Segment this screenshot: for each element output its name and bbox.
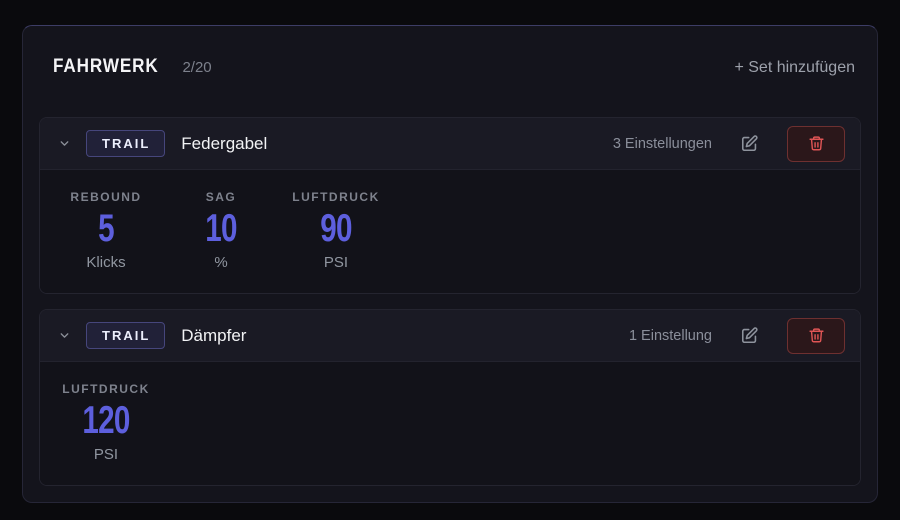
trash-icon <box>808 135 825 152</box>
stat-value: 5 <box>98 207 114 250</box>
chevron-down-icon[interactable] <box>57 137 71 151</box>
page-title: FAHRWERK <box>53 56 159 77</box>
stat-label: SAG <box>205 190 237 204</box>
pencil-square-icon <box>740 326 759 345</box>
delete-button[interactable] <box>787 125 845 162</box>
stat-unit: Klicks <box>86 254 126 271</box>
stat-unit: PSI <box>93 446 119 463</box>
setup-type-badge: TRAIL <box>86 322 166 349</box>
edit-button[interactable] <box>738 325 760 347</box>
card-header-daempfer[interactable]: TRAIL Dämpfer 1 Einstellung <box>40 310 860 362</box>
stat-luftdruck: LUFTDRUCK 90 PSI <box>288 190 384 271</box>
panel-header: FAHRWERK 2/20 + Set hinzufügen <box>39 56 861 82</box>
stat-label: LUFTDRUCK <box>292 190 380 204</box>
stat-value: 90 <box>320 207 352 250</box>
stat-label: LUFTDRUCK <box>62 382 150 396</box>
edit-button[interactable] <box>738 133 760 155</box>
chevron-down-icon[interactable] <box>57 329 71 343</box>
suspension-card-daempfer: TRAIL Dämpfer 1 Einstellung LUFTDRUC <box>39 309 861 486</box>
setup-type-badge: TRAIL <box>86 130 166 157</box>
settings-count-label: 3 Einstellungen <box>612 135 712 152</box>
stat-unit: % <box>214 254 228 271</box>
trash-icon <box>808 327 825 344</box>
settings-count-label: 1 Einstellung <box>628 327 712 344</box>
stat-unit: PSI <box>323 254 349 271</box>
set-count: 2/20 <box>182 59 212 76</box>
stat-sag: SAG 10 % <box>173 190 269 271</box>
stat-value: 10 <box>205 207 237 250</box>
card-header-federgabel[interactable]: TRAIL Federgabel 3 Einstellungen <box>40 118 860 170</box>
component-title: Dämpfer <box>181 325 247 345</box>
stat-value: 120 <box>82 399 130 442</box>
pencil-square-icon <box>740 134 759 153</box>
suspension-card-federgabel: TRAIL Federgabel 3 Einstellungen REB <box>39 117 861 294</box>
panel-title-group: FAHRWERK 2/20 <box>53 56 212 78</box>
component-title: Federgabel <box>181 133 268 153</box>
delete-button[interactable] <box>787 317 845 354</box>
card-body-daempfer: LUFTDRUCK 120 PSI <box>40 362 860 485</box>
stat-label: REBOUND <box>70 190 142 204</box>
stat-rebound: REBOUND 5 Klicks <box>58 190 154 271</box>
stat-luftdruck: LUFTDRUCK 120 PSI <box>58 382 154 463</box>
card-body-federgabel: REBOUND 5 Klicks SAG 10 % LUFTDRUCK 90 P… <box>40 170 860 293</box>
add-set-button[interactable]: + Set hinzufügen <box>734 59 855 76</box>
fahrwerk-panel: FAHRWERK 2/20 + Set hinzufügen TRAIL Fed… <box>22 25 878 503</box>
